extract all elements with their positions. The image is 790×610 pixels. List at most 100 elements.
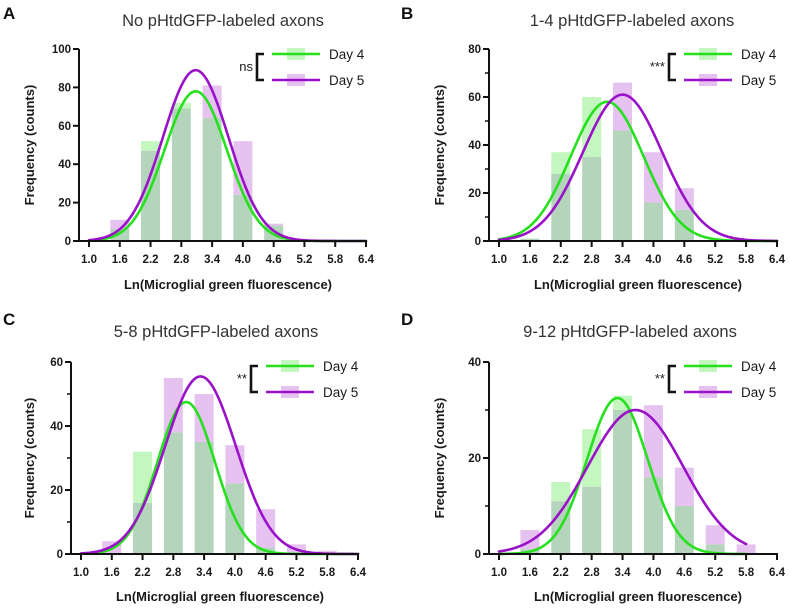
bar-overlap xyxy=(613,130,633,241)
panel-letter: A xyxy=(3,4,15,23)
x-tick-label: 5.2 xyxy=(296,254,312,266)
y-tick-label: 40 xyxy=(50,421,63,433)
legend-label-day5: Day 5 xyxy=(323,385,358,400)
significance-bracket xyxy=(249,364,258,394)
legend-label-day4: Day 4 xyxy=(741,47,777,62)
bar-overlap xyxy=(582,157,602,241)
x-tick-label: 2.8 xyxy=(584,254,601,266)
x-tick-label: 6.4 xyxy=(769,567,786,579)
legend: *** Day 4 Day 5 xyxy=(650,47,777,88)
x-tick-label: 4.0 xyxy=(645,254,661,266)
bar-day5 xyxy=(674,467,694,506)
x-tick-label: 2.2 xyxy=(135,567,151,579)
bar-overlap xyxy=(643,202,663,241)
x-axis-label: Ln(Microglial green fluorescence) xyxy=(534,589,742,604)
bar-day5 xyxy=(264,223,284,226)
x-tick-label: 3.4 xyxy=(615,254,632,266)
significance-label: ** xyxy=(655,371,665,386)
bars xyxy=(102,378,337,554)
y-tick-label: 20 xyxy=(468,453,481,465)
y-tick-label: 20 xyxy=(50,485,63,497)
axes: 0 20 40 1.0 1.6 2.2 2.8 3.4 4.0 4.6 5.2 5.8 6.4 xyxy=(468,357,785,579)
x-tick-label: 1.6 xyxy=(104,567,120,579)
bar-overlap xyxy=(202,118,222,241)
x-tick-label: 5.8 xyxy=(319,567,336,579)
bar-day5 xyxy=(736,544,756,554)
panel-letter: D xyxy=(401,310,413,329)
x-tick-label: 1.6 xyxy=(522,567,538,579)
x-tick-label: 2.8 xyxy=(173,254,190,266)
bar-overlap xyxy=(705,544,725,554)
panel-b: B 1-4 pHtdGFP-labeled axons Frequency (c… xyxy=(401,4,786,292)
legend-label-day5: Day 5 xyxy=(741,385,776,400)
y-axis-label: Frequency (counts) xyxy=(432,85,447,206)
fit-curve-day5 xyxy=(497,408,748,553)
x-tick-label: 6.4 xyxy=(350,567,367,579)
significance-label: ** xyxy=(237,371,247,386)
bar-day5 xyxy=(643,405,663,478)
x-tick-label: 1.6 xyxy=(112,254,128,266)
x-tick-label: 2.2 xyxy=(553,567,569,579)
bar-overlap xyxy=(233,194,253,241)
bar-day5 xyxy=(256,509,276,548)
y-tick-label: 80 xyxy=(58,82,71,94)
bar-day5 xyxy=(233,141,253,195)
panel-title: 5-8 pHtdGFP-labeled axons xyxy=(114,323,319,341)
x-tick-label: 5.8 xyxy=(738,254,755,266)
panel-letter: B xyxy=(401,4,413,23)
x-tick-label: 5.8 xyxy=(327,254,344,266)
x-tick-label: 4.0 xyxy=(227,567,243,579)
y-tick-label: 0 xyxy=(65,236,71,248)
bar-overlap xyxy=(110,229,130,241)
y-axis-label: Frequency (counts) xyxy=(22,398,37,519)
panel-title: No pHtdGFP-labeled axons xyxy=(122,12,324,30)
y-tick-label: 40 xyxy=(58,159,71,171)
y-tick-label: 0 xyxy=(57,549,63,561)
x-tick-label: 5.8 xyxy=(738,567,755,579)
bar-day5 xyxy=(163,378,183,433)
axes: 0 20 40 60 1.0 1.6 2.2 2.8 3.4 4.0 4.6 5.2 5.8 6.4 xyxy=(50,357,366,579)
significance-bracket xyxy=(667,52,676,82)
bar-overlap xyxy=(613,410,633,554)
x-tick-label: 6.4 xyxy=(358,254,375,266)
x-tick-label: 4.6 xyxy=(266,254,282,266)
x-tick-label: 1.0 xyxy=(73,567,89,579)
bar-day4 xyxy=(141,141,161,151)
legend-label-day4: Day 4 xyxy=(329,47,365,62)
axes: 0 20 40 60 80 100 1.0 1.6 2.2 2.8 3.4 4.0 4.6 5.2 5.8 6… xyxy=(52,44,375,266)
bar-day5 xyxy=(110,219,130,230)
fit-curve-day4 xyxy=(497,396,748,556)
significance-label: *** xyxy=(650,59,665,74)
x-tick-label: 1.6 xyxy=(522,254,538,266)
bar-day5 xyxy=(202,85,222,119)
bar-day5 xyxy=(520,530,540,550)
bar-overlap xyxy=(643,477,663,554)
fit-curve-day4 xyxy=(497,100,779,243)
y-axis-label: Frequency (counts) xyxy=(22,85,37,206)
legend-label-day5: Day 5 xyxy=(329,73,364,88)
bar-overlap xyxy=(674,506,694,554)
legend-label-day4: Day 4 xyxy=(323,359,359,374)
panel-title: 9-12 pHtdGFP-labeled axons xyxy=(523,323,737,341)
x-axis-label: Ln(Microglial green fluorescence) xyxy=(534,277,742,292)
bar-day5 xyxy=(705,525,725,545)
legend: ns Day 4 Day 5 xyxy=(239,47,364,88)
y-axis-label: Frequency (counts) xyxy=(432,398,447,519)
x-tick-label: 4.6 xyxy=(676,254,692,266)
x-tick-label: 3.4 xyxy=(196,567,213,579)
bar-overlap xyxy=(171,108,191,242)
x-tick-label: 6.4 xyxy=(769,254,786,266)
y-tick-label: 80 xyxy=(468,44,481,56)
axes: 0 20 40 60 80 1.0 1.6 2.2 2.8 3.4 4.0 4.6 5.2 5.8 6.4 xyxy=(468,44,785,266)
panel-c: C 5-8 pHtdGFP-labeled axons Frequency (c… xyxy=(3,310,367,604)
x-tick-label: 3.4 xyxy=(615,567,632,579)
x-tick-label: 4.6 xyxy=(258,567,274,579)
y-tick-label: 60 xyxy=(50,357,63,369)
bar-overlap xyxy=(520,238,540,241)
x-tick-label: 4.6 xyxy=(676,567,692,579)
legend-label-day4: Day 4 xyxy=(741,359,777,374)
x-tick-label: 4.0 xyxy=(645,567,661,579)
bar-day5 xyxy=(317,550,337,554)
bar-overlap xyxy=(141,150,161,241)
